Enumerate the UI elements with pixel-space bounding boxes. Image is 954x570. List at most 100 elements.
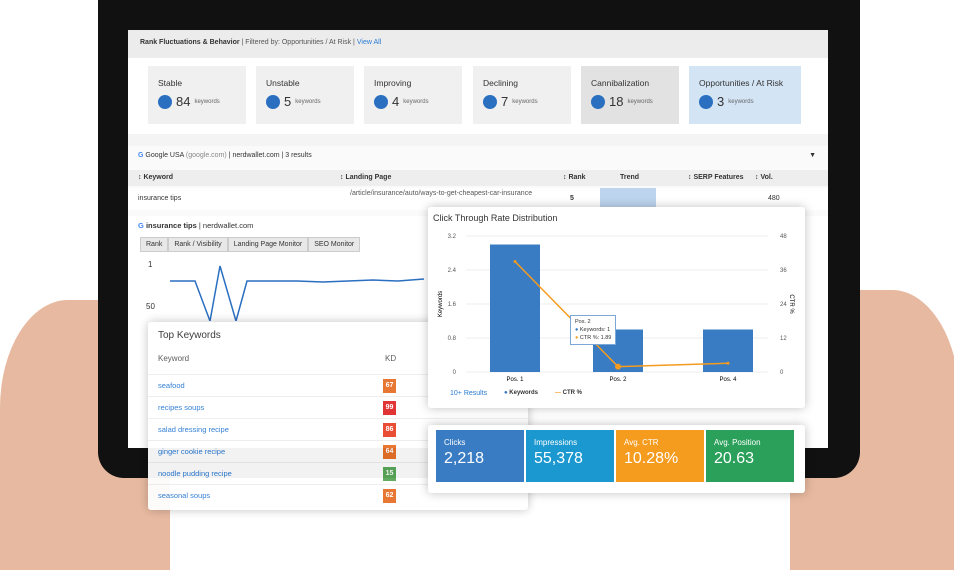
table-row[interactable]: insurance tips /article/insurance/auto/w…	[128, 188, 828, 210]
col-serp[interactable]: ↕ SERP Features	[688, 174, 744, 181]
kd-badge: 99	[383, 401, 396, 415]
keyword-link[interactable]: ginger cookie recipe	[158, 447, 226, 456]
google-icon: G	[138, 152, 144, 159]
list-item[interactable]: recipes soups 99	[148, 396, 528, 418]
metric-card: Clicks 2,218	[436, 430, 524, 482]
legend-dot: ●	[504, 390, 508, 396]
keyword-link[interactable]: seafood	[158, 381, 185, 390]
y-tick-label: 0.8	[448, 336, 457, 342]
card-unit: keywords	[512, 98, 538, 105]
y2-tick-label: 0	[780, 370, 784, 376]
improving-icon	[374, 94, 388, 109]
section-title: Rank Fluctuations & Behavior	[140, 39, 240, 46]
declining-icon	[483, 94, 497, 109]
ctr-chart: 0 0.8 1.6 2.4 3.2 0 12 24 36 48 Keywords CTR % Pos. …	[438, 234, 794, 383]
detail-keyword: insurance tips	[145, 221, 197, 230]
filter-bar: Rank Fluctuations & Behavior | Filtered …	[128, 30, 828, 58]
ctr-point	[726, 361, 730, 365]
y2-axis-label: CTR %	[788, 294, 794, 314]
tab-rank-visibility[interactable]: Rank / Visibility	[168, 237, 228, 252]
ctr-chart-panel: Click Through Rate Distribution 0 0.8 1.6 2…	[428, 207, 805, 408]
cannibalization-icon	[591, 94, 605, 109]
kd-badge: 62	[383, 489, 396, 503]
tab-landing-page-monitor[interactable]: Landing Page Monitor	[227, 237, 309, 252]
col-keyword[interactable]: ↕ Keyword	[138, 174, 174, 181]
x-tick-label: Pos. 2	[609, 377, 627, 383]
card-unit: keywords	[295, 98, 321, 105]
tooltip-title: Pos. 2	[575, 319, 591, 325]
card-count: 3	[717, 94, 725, 109]
y-tick-label: 3.2	[448, 234, 457, 240]
trend-sparkline	[600, 188, 656, 210]
category-cards: Stable 84 keywords Unstable 5 keywords Impro…	[128, 58, 828, 134]
kd-badge: 86	[383, 423, 396, 437]
keyword-link[interactable]: salad dressing recipe	[158, 425, 229, 434]
legend-label: CTR %	[562, 390, 583, 396]
kd-badge: 64	[383, 445, 396, 459]
list-item[interactable]: seafood 67	[148, 374, 528, 396]
ctr-point	[615, 363, 621, 370]
col-rank[interactable]: ↕ Rank	[563, 174, 586, 181]
card-label: Cannibalization	[591, 78, 650, 88]
filter-text: | Filtered by: Opportunities / At Risk |	[241, 39, 355, 46]
x-tick-label: Pos. 4	[719, 377, 737, 383]
view-all-link[interactable]: View All	[356, 39, 382, 46]
x-tick-label: Pos. 1	[506, 377, 524, 383]
card-unstable[interactable]: Unstable 5 keywords	[256, 66, 354, 124]
card-stable[interactable]: Stable 84 keywords	[148, 66, 246, 124]
tab-rank[interactable]: Rank	[140, 237, 169, 252]
row-landing[interactable]: /article/insurance/auto/ways-to-get-chea…	[350, 190, 533, 197]
col-trend: Trend	[620, 174, 640, 181]
card-cannibalization[interactable]: Cannibalization 18 keywords	[581, 66, 679, 124]
table-header-source: G Google USA (google.com) | nerdwallet.c…	[128, 152, 828, 159]
filter-icon[interactable]: ▼	[809, 152, 816, 159]
card-opportunities[interactable]: Opportunities / At Risk 3 keywords	[689, 66, 801, 124]
tooltip-keywords: Keywords: 1	[579, 327, 611, 333]
card-unit: keywords	[728, 98, 754, 105]
metric-value: 10.28%	[624, 450, 679, 467]
card-declining[interactable]: Declining 7 keywords	[473, 66, 571, 124]
list-item[interactable]: seasonal soups 62	[148, 484, 528, 506]
row-keyword: insurance tips	[138, 195, 182, 202]
kd-badge: 15	[383, 467, 396, 481]
col-vol[interactable]: ↕ Vol.	[755, 174, 773, 181]
card-unit: keywords	[194, 98, 220, 105]
row-rank: 5	[570, 195, 574, 202]
keyword-link[interactable]: noodle pudding recipe	[158, 469, 232, 478]
metric-value: 20.63	[714, 450, 755, 467]
card-unit: keywords	[627, 98, 653, 105]
card-label: Improving	[374, 78, 412, 88]
col-landing[interactable]: ↕ Landing Page	[340, 174, 392, 181]
list-item[interactable]: salad dressing recipe 86	[148, 418, 528, 440]
chart-title: Click Through Rate Distribution	[433, 213, 558, 223]
col-kd: KD	[385, 354, 397, 363]
kd-badge: 67	[383, 379, 396, 393]
more-results-link[interactable]: 10+ Results	[450, 390, 488, 397]
list-item[interactable]: noodle pudding recipe 15	[148, 462, 528, 484]
metric-value: 2,218	[444, 450, 485, 467]
legend-ctr[interactable]: — CTR %	[555, 390, 582, 396]
metric-label: Impressions	[534, 438, 578, 447]
google-icon: G	[138, 221, 144, 230]
list-item[interactable]: ginger cookie recipe 64	[148, 440, 528, 462]
source-domain: (google.com)	[185, 152, 227, 159]
card-count: 4	[392, 94, 400, 109]
y-axis-label: Keywords	[438, 291, 444, 317]
table-header: ↕ Keyword ↕ Landing Page ↕ Rank Trend ↕ …	[128, 170, 828, 186]
card-improving[interactable]: Improving 4 keywords	[364, 66, 462, 124]
legend-line: —	[555, 390, 561, 396]
y-tick-label: 1.6	[448, 302, 457, 308]
legend-keywords[interactable]: ● Keywords	[504, 390, 538, 396]
keyword-link[interactable]: seasonal soups	[158, 491, 211, 500]
card-label: Unstable	[266, 78, 300, 88]
metric-label: Avg. Position	[714, 438, 761, 447]
tooltip-ctr: CTR %: 1.89	[579, 335, 612, 341]
y-tick-label: 0	[453, 370, 457, 376]
warning-icon	[699, 94, 713, 109]
card-count: 7	[501, 94, 509, 109]
rank-line-chart	[170, 265, 425, 321]
keyword-link[interactable]: recipes soups	[158, 403, 205, 412]
metric-label: Clicks	[444, 438, 466, 447]
stable-icon	[158, 94, 172, 109]
tab-seo-monitor[interactable]: SEO Monitor	[308, 237, 361, 252]
